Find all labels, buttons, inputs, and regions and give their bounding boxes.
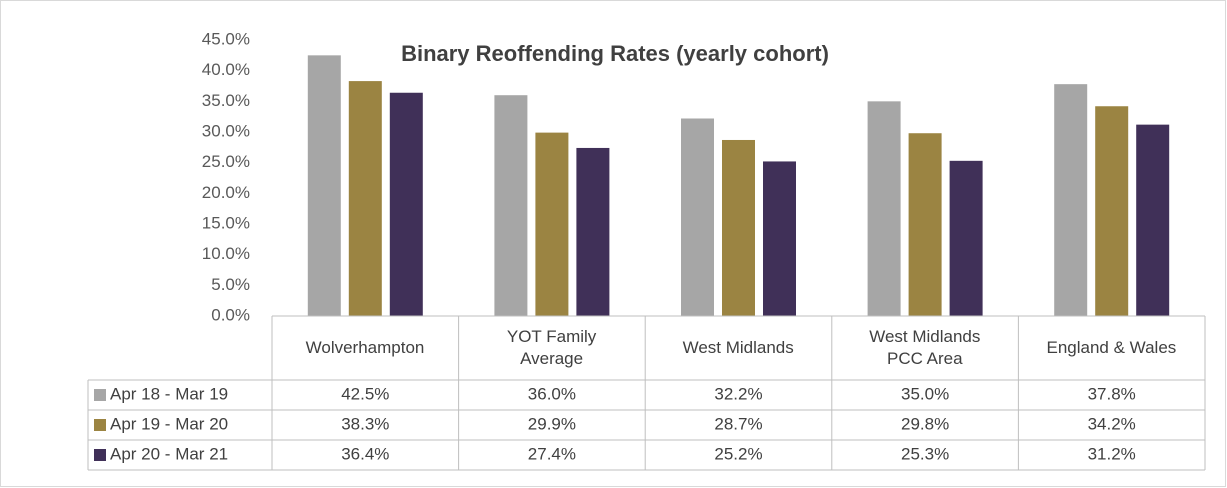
y-tick-label: 15.0% xyxy=(202,213,250,232)
table-value: 27.4% xyxy=(528,444,576,463)
x-tick-cell: West Midlands xyxy=(645,316,831,380)
bar xyxy=(681,118,714,316)
table-value: 25.2% xyxy=(714,444,762,463)
bar xyxy=(908,133,942,316)
legend-label: Apr 19 - Mar 20 xyxy=(110,414,228,433)
x-tick-label-box: West Midlands xyxy=(645,316,831,380)
bar xyxy=(389,92,423,316)
table-value: 42.5% xyxy=(341,384,389,403)
y-tick-label: 40.0% xyxy=(202,60,250,79)
table-value: 37.8% xyxy=(1088,384,1136,403)
table-value: 38.3% xyxy=(341,414,389,433)
bar xyxy=(722,139,755,316)
x-tick-label: West Midlands PCC Area xyxy=(869,327,981,368)
bar xyxy=(1054,84,1088,316)
legend-label: Apr 20 - Mar 21 xyxy=(110,444,228,463)
y-tick-label: 5.0% xyxy=(211,275,250,294)
bar xyxy=(949,160,983,316)
bar xyxy=(1095,106,1129,317)
bar xyxy=(867,101,901,316)
y-tick-label: 30.0% xyxy=(202,121,250,140)
bar xyxy=(763,161,796,316)
table-value: 34.2% xyxy=(1088,414,1136,433)
table-value: 35.0% xyxy=(901,384,949,403)
y-tick-label: 45.0% xyxy=(202,29,250,48)
chart-title: Binary Reoffending Rates (yearly cohort) xyxy=(401,41,829,66)
bar xyxy=(1136,124,1170,316)
bar xyxy=(307,55,341,316)
table-value: 36.0% xyxy=(528,384,576,403)
table-value: 29.8% xyxy=(901,414,949,433)
x-tick-cell: England & Wales xyxy=(1018,316,1204,380)
bar xyxy=(348,81,382,317)
y-tick-label: 25.0% xyxy=(202,152,250,171)
bar xyxy=(576,147,610,316)
x-tick-label-box: YOT Family Average xyxy=(459,316,645,380)
legend-label: Apr 18 - Mar 19 xyxy=(110,384,228,403)
x-tick-cell: YOT Family Average xyxy=(459,316,645,380)
table-value: 29.9% xyxy=(528,414,576,433)
bar xyxy=(535,132,569,316)
x-tick-cell: West Midlands PCC Area xyxy=(832,316,1018,380)
bar xyxy=(494,95,528,316)
table-value: 25.3% xyxy=(901,444,949,463)
x-tick-label: West Midlands xyxy=(682,338,794,357)
x-tick-label: Wolverhampton xyxy=(305,338,425,357)
legend-swatch xyxy=(94,449,106,461)
legend-swatch xyxy=(94,419,106,431)
x-tick-label: England & Wales xyxy=(1046,338,1177,357)
x-tick-label-box: West Midlands PCC Area xyxy=(832,316,1018,380)
table-value: 36.4% xyxy=(341,444,389,463)
table-value: 31.2% xyxy=(1088,444,1136,463)
legend-swatch xyxy=(94,389,106,401)
table-value: 28.7% xyxy=(714,414,762,433)
x-tick-cell: Wolverhampton xyxy=(272,316,458,380)
y-tick-label: 10.0% xyxy=(202,244,250,263)
x-tick-label-box: Wolverhampton xyxy=(272,316,458,380)
y-tick-label: 35.0% xyxy=(202,91,250,110)
y-tick-label: 20.0% xyxy=(202,183,250,202)
table-value: 32.2% xyxy=(714,384,762,403)
x-tick-label: YOT Family Average xyxy=(506,327,597,368)
y-tick-label: 0.0% xyxy=(211,305,250,324)
x-tick-label-box: England & Wales xyxy=(1018,316,1204,380)
